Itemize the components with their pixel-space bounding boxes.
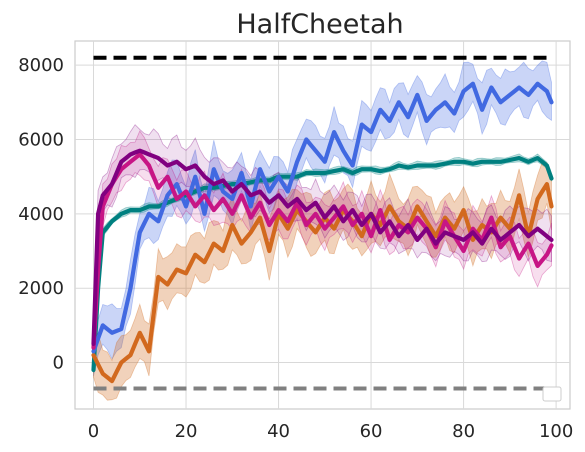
x-tick-label: 80 <box>452 421 475 442</box>
series-line <box>91 152 554 350</box>
series-lines <box>91 81 554 384</box>
x-tick-label: 40 <box>267 421 290 442</box>
x-tick-label: 20 <box>175 421 198 442</box>
x-tick-labels: 0 20 40 60 80 100 <box>88 421 574 442</box>
series-line <box>91 156 554 373</box>
series-line <box>91 81 554 354</box>
chart-title: HalfCheetah <box>236 9 403 40</box>
x-tick-label: 0 <box>88 421 99 442</box>
y-tick-label: 8000 <box>18 55 64 76</box>
x-tick-label: 100 <box>539 421 573 442</box>
y-tick-label: 6000 <box>18 130 64 151</box>
y-tick-label: 4000 <box>18 204 64 225</box>
y-tick-labels: 0 2000 4000 6000 8000 <box>18 55 64 373</box>
legend-box <box>542 386 562 402</box>
series-line <box>91 148 554 346</box>
y-tick-label: 2000 <box>18 278 64 299</box>
reference-lines <box>93 55 552 391</box>
y-tick-label: 0 <box>53 353 64 374</box>
x-tick-label: 60 <box>360 421 383 442</box>
